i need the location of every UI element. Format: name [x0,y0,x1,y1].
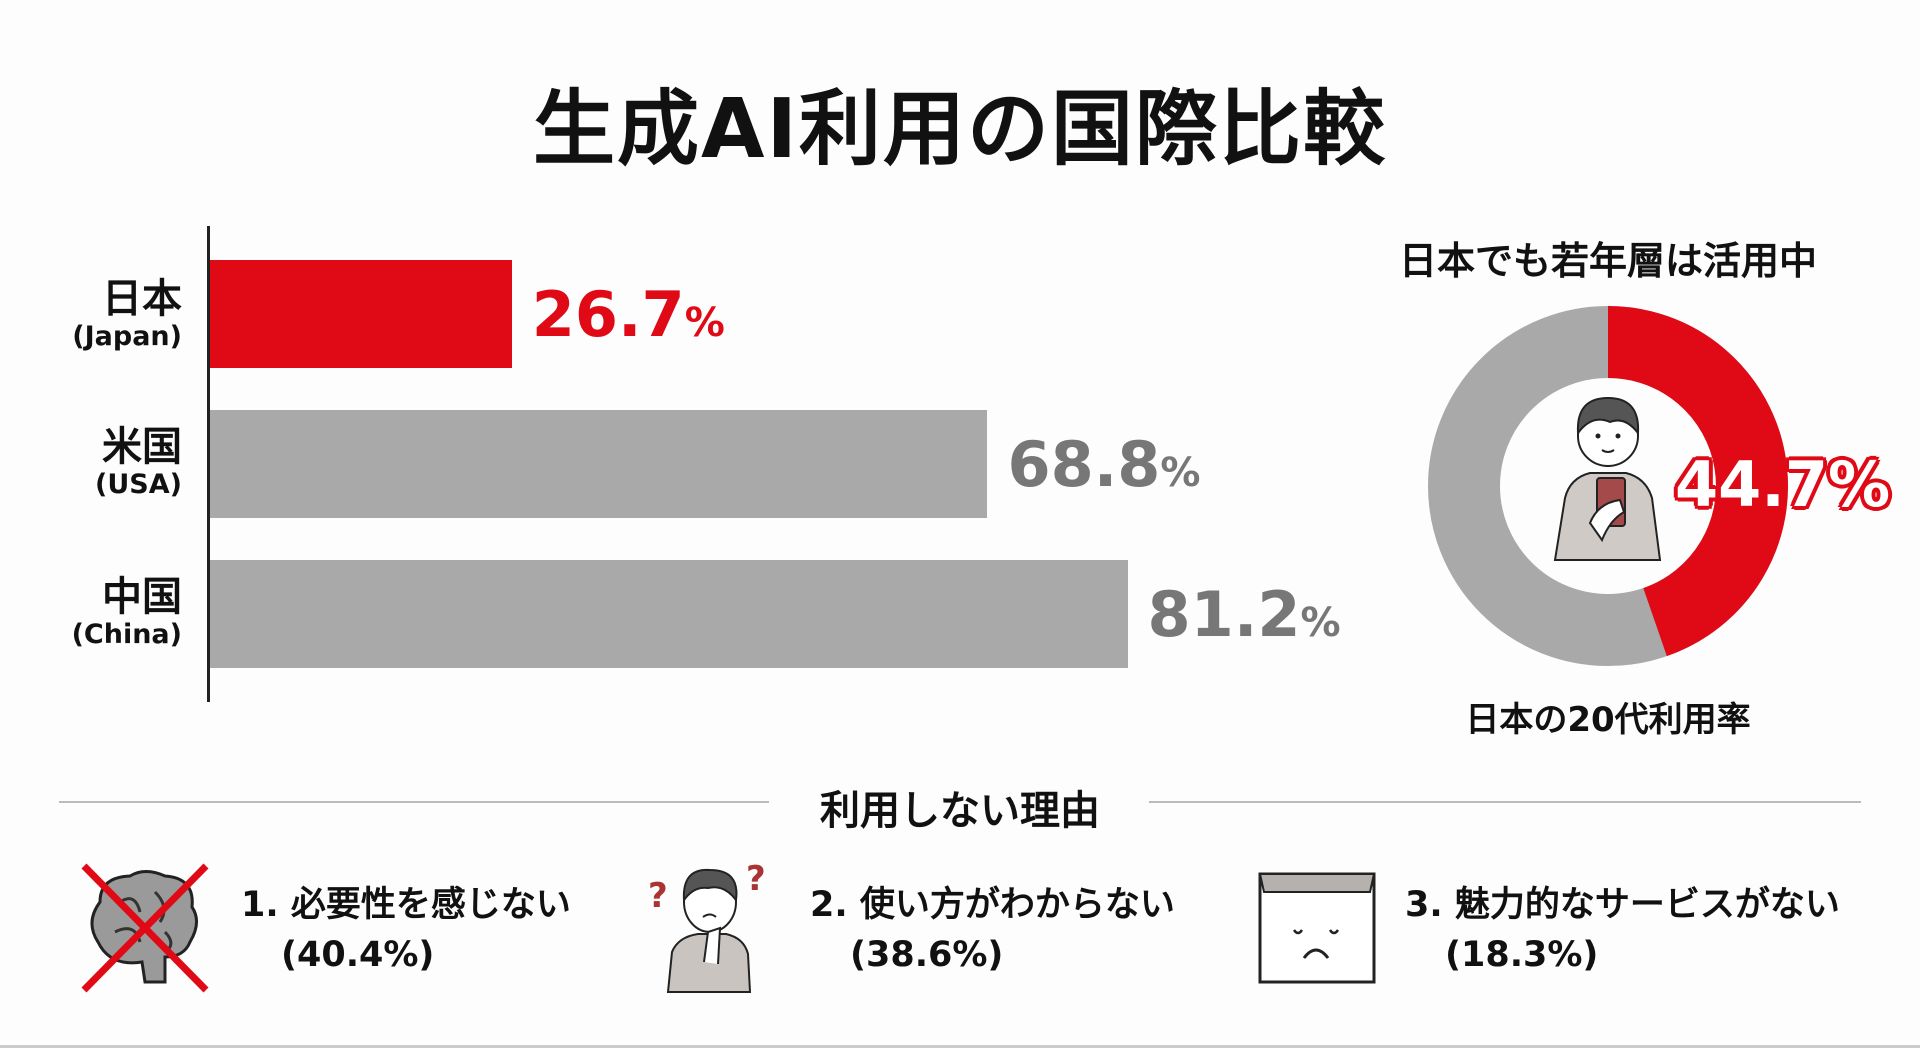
reason-item-3: 3. 魅力的なサービスがない (18.3%) [1405,880,1840,980]
reason-label: 2. 使い方がわからない [810,885,1175,925]
donut-title: 日本でも若年層は活用中 [1398,239,1817,283]
bar-value-label-2: 81.2% [1147,578,1341,651]
sad-box-icon [1258,872,1376,984]
y-axis-line [207,226,210,702]
bar-value-label-0: 26.7% [531,278,725,351]
young-man-with-smartphone-icon [1553,396,1662,561]
confused-person-icon: ? ? [648,862,766,993]
bar-value-label-1: 68.8% [1007,428,1201,501]
donut-value-slice [1607,306,1788,657]
reason-percent: (18.3%) [1445,935,1599,975]
reasons-title: 利用しない理由 [820,788,1100,834]
bar-chart: 26.7% 68.8% 81.2% [0,220,1400,710]
svg-text:?: ? [746,862,766,899]
bar-0 [210,260,512,368]
reason-percent: (40.4%) [281,935,435,975]
divider-right [1149,801,1861,803]
bar-2 [210,560,1128,668]
category-label-usa: 米国 (USA) [22,425,182,501]
category-name: 中国 [102,574,182,620]
reason-label: 3. 魅力的なサービスがない [1405,885,1840,925]
bar-1 [210,410,988,518]
reason-item-1: 1. 必要性を感じない (40.4%) [241,880,571,980]
reason-percent: (38.6%) [850,935,1004,975]
svg-text:?: ? [648,876,668,916]
bottom-border [0,1045,1920,1048]
category-name: 日本 [102,276,182,322]
donut-chart [1428,306,1788,666]
category-english: (Japan) [72,321,182,352]
reason-label: 1. 必要性を感じない [241,885,571,925]
page-title: 生成AI利用の国際比較 [533,82,1387,177]
reason-item-2: 2. 使い方がわからない (38.6%) [810,880,1175,980]
category-name: 米国 [102,424,182,470]
category-english: (China) [71,619,182,650]
donut-value-label: 44.7% [1675,448,1891,521]
crossed-brain-icon [81,863,209,993]
category-label-japan: 日本 (Japan) [22,277,182,353]
divider-left [59,801,769,803]
donut-caption: 日本の20代利用率 [1465,700,1751,740]
category-english: (USA) [95,469,182,500]
category-label-china: 中国 (China) [22,575,182,651]
